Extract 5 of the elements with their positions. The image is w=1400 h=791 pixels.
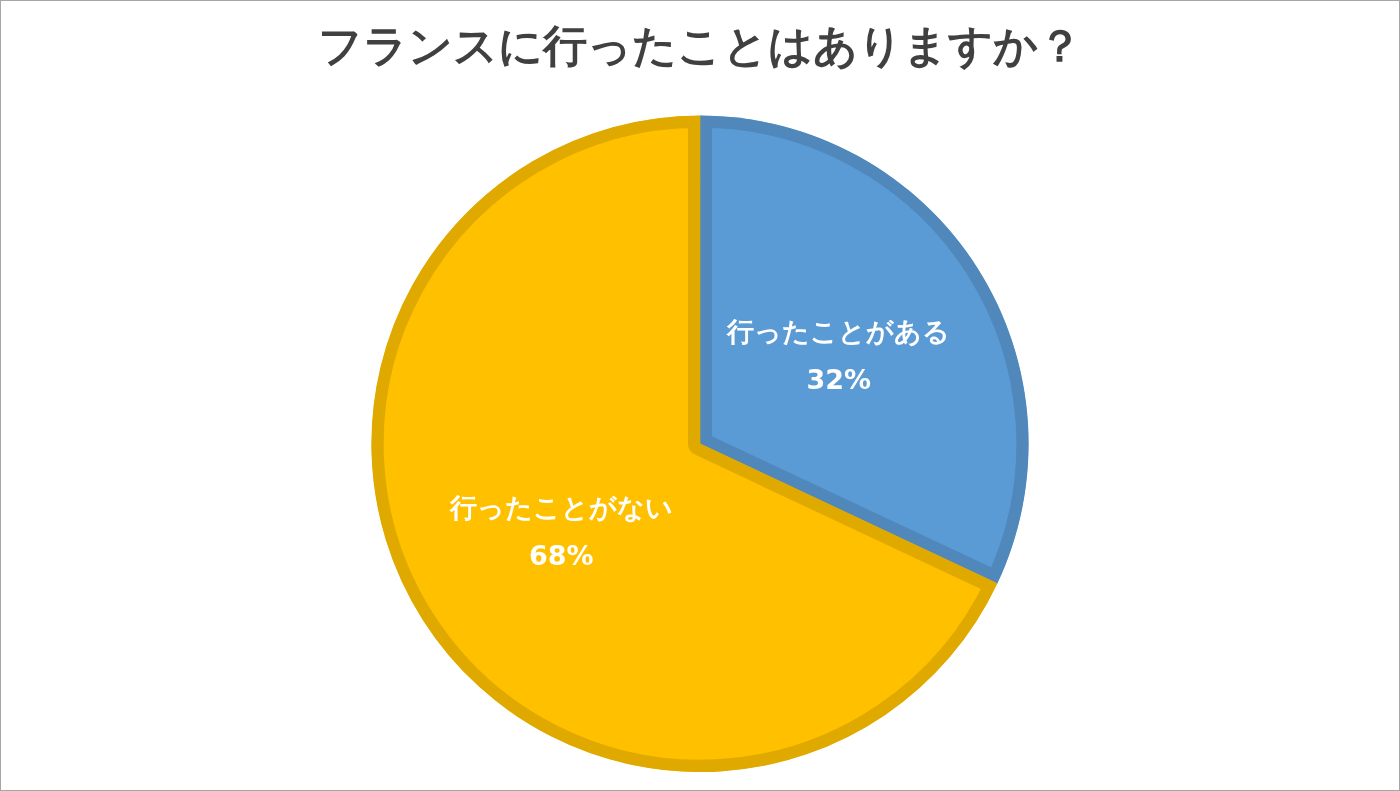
slice-label: 行ったことがない	[448, 491, 673, 523]
slice-label: 行ったことがある	[726, 315, 951, 347]
chart-title: フランスに行ったことはありますか？	[318, 19, 1082, 71]
data-label: 68%	[529, 539, 594, 571]
data-label: 32%	[806, 363, 871, 395]
